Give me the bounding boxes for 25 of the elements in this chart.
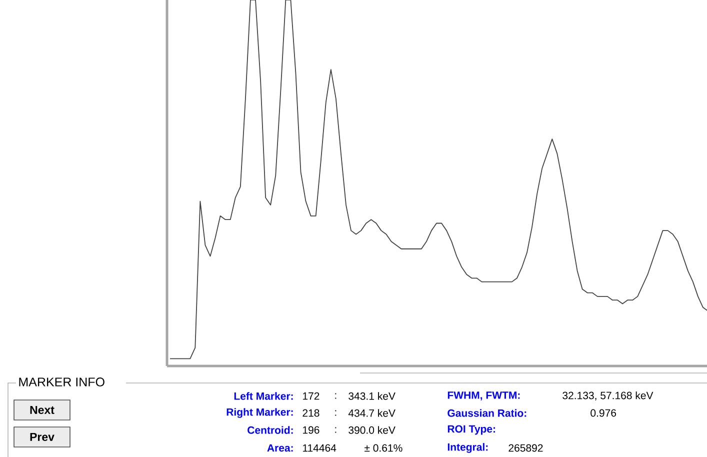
text: 265892 — [508, 444, 543, 452]
text: : — [335, 410, 336, 416]
text: Centroid: — [248, 426, 293, 434]
text: Left Marker: — [234, 392, 293, 400]
text: Next — [30, 406, 54, 414]
text: ± 0.61% — [364, 444, 402, 452]
text: Prev — [30, 432, 54, 441]
text: 390.0 keV — [348, 426, 396, 434]
text: FWHM, FWTM: — [448, 392, 520, 400]
text: 0.976 — [590, 409, 616, 417]
text: ROI Type: — [448, 425, 496, 435]
text: : — [335, 427, 336, 433]
text: MARKER INFO — [19, 378, 104, 386]
text: 172 — [303, 392, 320, 400]
text: Integral: — [448, 443, 488, 453]
text: Right Marker: — [226, 408, 293, 418]
text: : — [335, 393, 336, 399]
text: 343.1 keV — [348, 392, 396, 400]
text: 114464 — [303, 444, 336, 452]
text: 218 — [302, 409, 320, 417]
text: Gaussian Ratio: — [448, 409, 526, 417]
text: 434.7 keV — [348, 409, 396, 417]
text: 196 — [303, 426, 320, 434]
text: 32.133, 57.168 keV — [562, 392, 654, 400]
text: Area: — [267, 444, 293, 452]
